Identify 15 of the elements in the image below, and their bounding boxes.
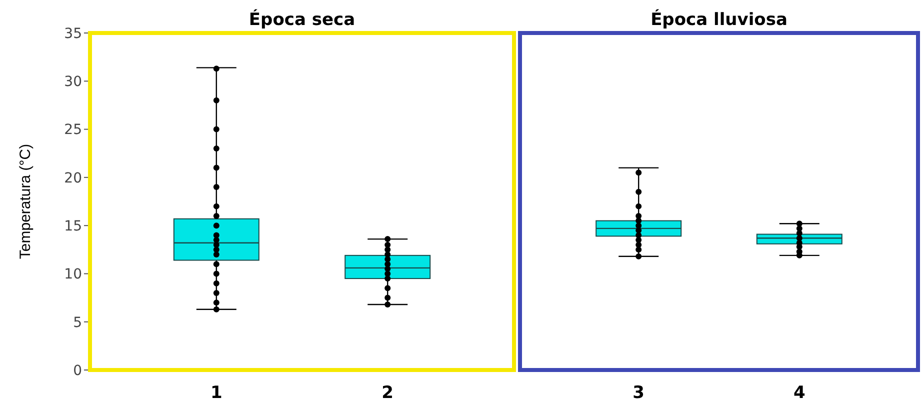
y-tick-label: 25 [64, 122, 82, 138]
x-tick-label: 4 [793, 383, 806, 401]
chart-title: Época lluviosa [650, 9, 788, 30]
chart-title: Época seca [248, 9, 356, 30]
y-tick-label: 5 [73, 314, 82, 331]
y-tick-label: 10 [64, 266, 82, 283]
y-tick-label: 15 [64, 218, 82, 234]
x-tick-label: 3 [632, 383, 645, 401]
y-tick-label: 20 [64, 170, 82, 186]
y-tick-label: 35 [64, 26, 82, 42]
x-tick-label: 2 [382, 383, 394, 401]
x-tick-label: 1 [210, 383, 222, 401]
y-axis-title: Temperatura (°C) [17, 144, 34, 260]
y-tick-label: 0 [73, 362, 82, 379]
y-tick-label: 30 [64, 74, 82, 90]
